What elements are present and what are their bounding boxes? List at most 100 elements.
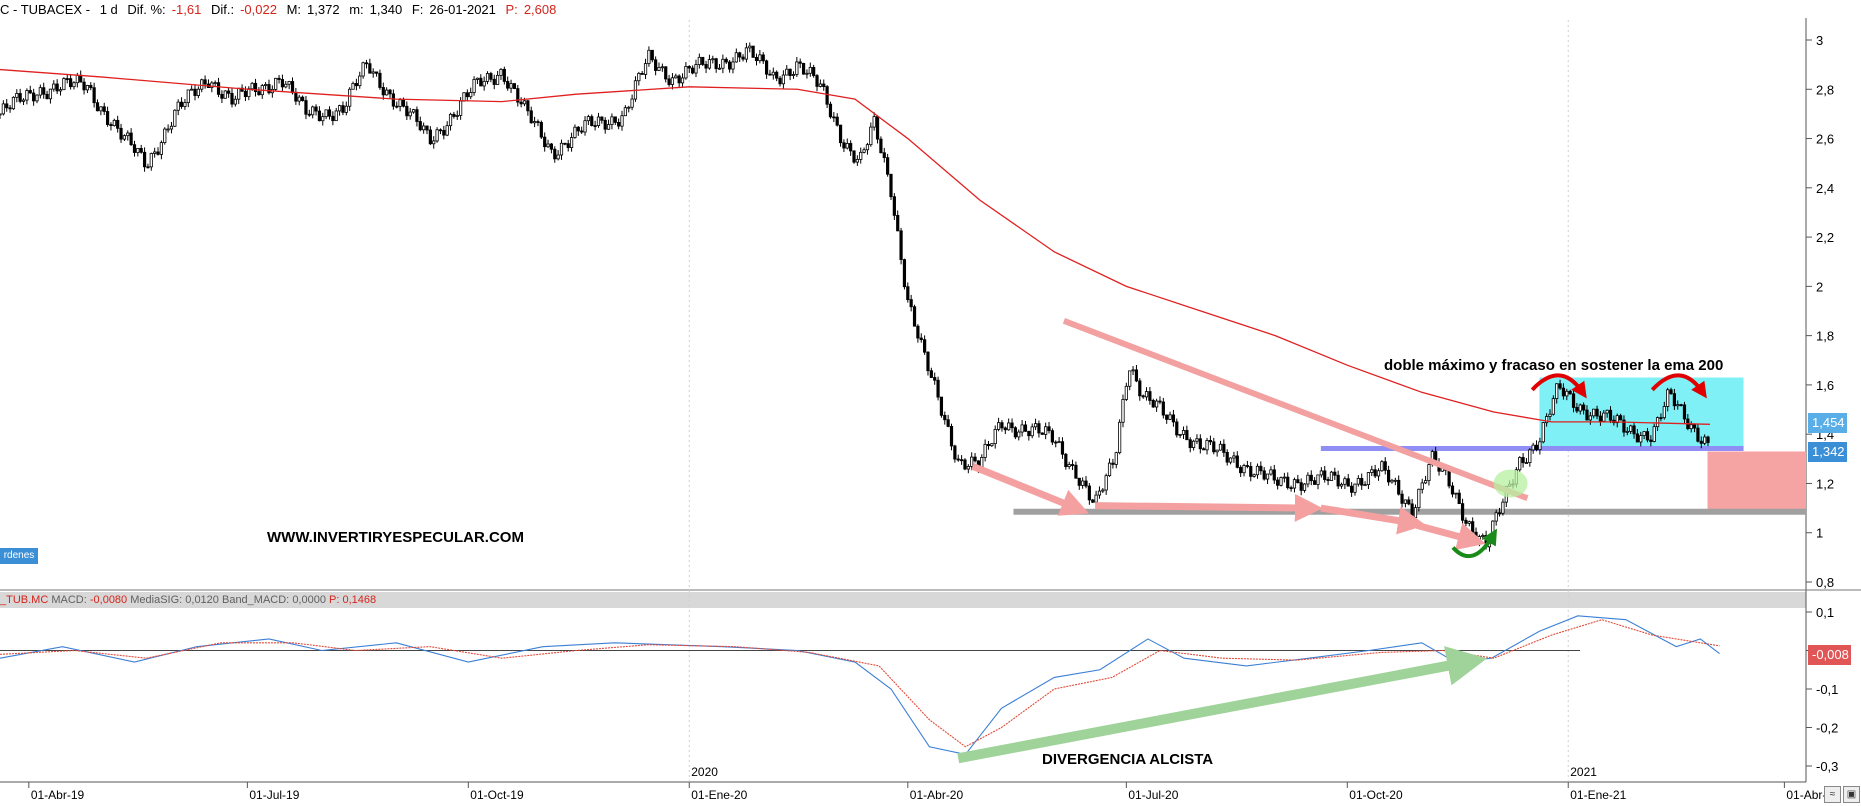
candle-body bbox=[176, 101, 180, 111]
candle-body bbox=[1081, 480, 1085, 486]
candle-body bbox=[1679, 404, 1683, 407]
candle-body bbox=[650, 49, 654, 61]
candle-body bbox=[109, 124, 113, 126]
candle-body bbox=[132, 144, 137, 153]
candle-body bbox=[606, 124, 611, 130]
candle-body bbox=[1208, 440, 1213, 443]
candle-body bbox=[1, 103, 5, 115]
candle-body bbox=[142, 151, 147, 168]
scale-button[interactable]: ≈ bbox=[1824, 786, 1841, 803]
candle-body bbox=[1353, 483, 1357, 493]
candle-body bbox=[637, 73, 641, 82]
candle-body bbox=[301, 96, 305, 101]
candle-body bbox=[680, 77, 685, 84]
candle-body bbox=[1356, 478, 1360, 485]
candle-body bbox=[1286, 476, 1290, 489]
candle-body bbox=[1097, 490, 1102, 496]
candle-body bbox=[1467, 521, 1471, 524]
candle-body bbox=[428, 129, 432, 145]
candle-body bbox=[660, 66, 664, 69]
candle-body bbox=[697, 56, 701, 65]
candle-body bbox=[1393, 479, 1397, 482]
double-top-arc-1 bbox=[1530, 373, 1587, 399]
candle-body bbox=[1309, 474, 1313, 482]
orders-tab[interactable]: rdenes bbox=[0, 548, 38, 564]
low-value: 1,340 bbox=[369, 2, 403, 17]
candle-body bbox=[1460, 503, 1465, 521]
candle-body bbox=[687, 66, 691, 69]
candle-body bbox=[411, 109, 416, 113]
candle-body bbox=[1077, 477, 1081, 486]
candle-body bbox=[1390, 479, 1394, 483]
candle-body bbox=[1259, 465, 1263, 472]
candle-body bbox=[1118, 421, 1122, 454]
p-label: P: bbox=[505, 2, 518, 17]
candle-body bbox=[452, 113, 456, 117]
window-button[interactable]: ▣ bbox=[1843, 786, 1860, 803]
signal-label: MediaSIG: bbox=[130, 594, 183, 606]
candle-body bbox=[129, 132, 133, 146]
axes: 01-Abr-19 01-Jul-19 01-Oct-19 01-Ene-20 01-A… bbox=[28, 33, 1840, 802]
candle-body bbox=[1033, 423, 1038, 428]
candle-body bbox=[169, 125, 174, 130]
candle-body bbox=[764, 60, 769, 75]
y-tick-label-6: 1,8 bbox=[1816, 329, 1834, 344]
macd-header: _TUB.MC MACD: -0,0080 MediaSIG: 0,0120 B… bbox=[0, 592, 1806, 608]
candle-body bbox=[1074, 464, 1078, 479]
candle-body bbox=[1195, 438, 1199, 442]
candle-body bbox=[203, 79, 207, 85]
candle-body bbox=[1373, 469, 1377, 477]
candle-body bbox=[99, 106, 103, 112]
candle-body bbox=[395, 105, 399, 108]
candle-body bbox=[546, 143, 550, 148]
candle-body bbox=[721, 58, 725, 69]
candle-body bbox=[139, 147, 143, 153]
candle-body bbox=[1568, 390, 1572, 395]
candle-body bbox=[89, 85, 93, 89]
candle-body bbox=[835, 116, 839, 126]
candles bbox=[0, 42, 1710, 552]
candle-body bbox=[842, 142, 846, 149]
candle-body bbox=[983, 443, 987, 458]
candle-body bbox=[1037, 423, 1041, 434]
candle-body bbox=[506, 80, 510, 89]
candle-body bbox=[1057, 441, 1061, 444]
candle-body bbox=[654, 59, 658, 71]
candle-body bbox=[374, 71, 379, 74]
candle-body bbox=[1202, 448, 1206, 451]
macd-series-line bbox=[0, 615, 1720, 756]
candle-body bbox=[694, 64, 698, 74]
candle-body bbox=[482, 80, 486, 87]
candle-body bbox=[630, 98, 634, 108]
candle-body bbox=[1659, 417, 1663, 420]
candle-body bbox=[42, 87, 46, 95]
candle-body bbox=[1205, 440, 1209, 451]
double-top-annotation: doble máximo y fracaso en sostener la em… bbox=[1384, 357, 1723, 374]
candle-body bbox=[1302, 483, 1307, 491]
candle-body bbox=[230, 92, 234, 105]
band-value: 0,0000 bbox=[292, 594, 326, 606]
candle-body bbox=[1168, 414, 1172, 420]
last-price-tag: 1,342 bbox=[1808, 442, 1847, 462]
candle-body bbox=[529, 110, 533, 124]
trend-arrow-2 bbox=[1095, 493, 1323, 522]
candle-body bbox=[855, 159, 859, 163]
candle-body bbox=[1215, 449, 1219, 453]
candle-body bbox=[1689, 424, 1693, 430]
candle-body bbox=[583, 120, 587, 133]
candle-body bbox=[469, 92, 473, 98]
candle-body bbox=[1198, 438, 1202, 450]
divergence-annotation: DIVERGENCIA ALCISTA bbox=[1042, 751, 1213, 768]
candle-body bbox=[485, 73, 490, 82]
candle-body bbox=[327, 109, 332, 117]
candle-body bbox=[1054, 441, 1058, 444]
candle-body bbox=[761, 54, 765, 62]
candle-body bbox=[1471, 521, 1475, 533]
candle-body bbox=[1669, 389, 1673, 395]
candle-body bbox=[45, 93, 49, 100]
candle-body bbox=[586, 116, 590, 122]
candle-body bbox=[1350, 485, 1354, 493]
candle-body bbox=[462, 92, 466, 102]
candle-body bbox=[264, 84, 268, 86]
